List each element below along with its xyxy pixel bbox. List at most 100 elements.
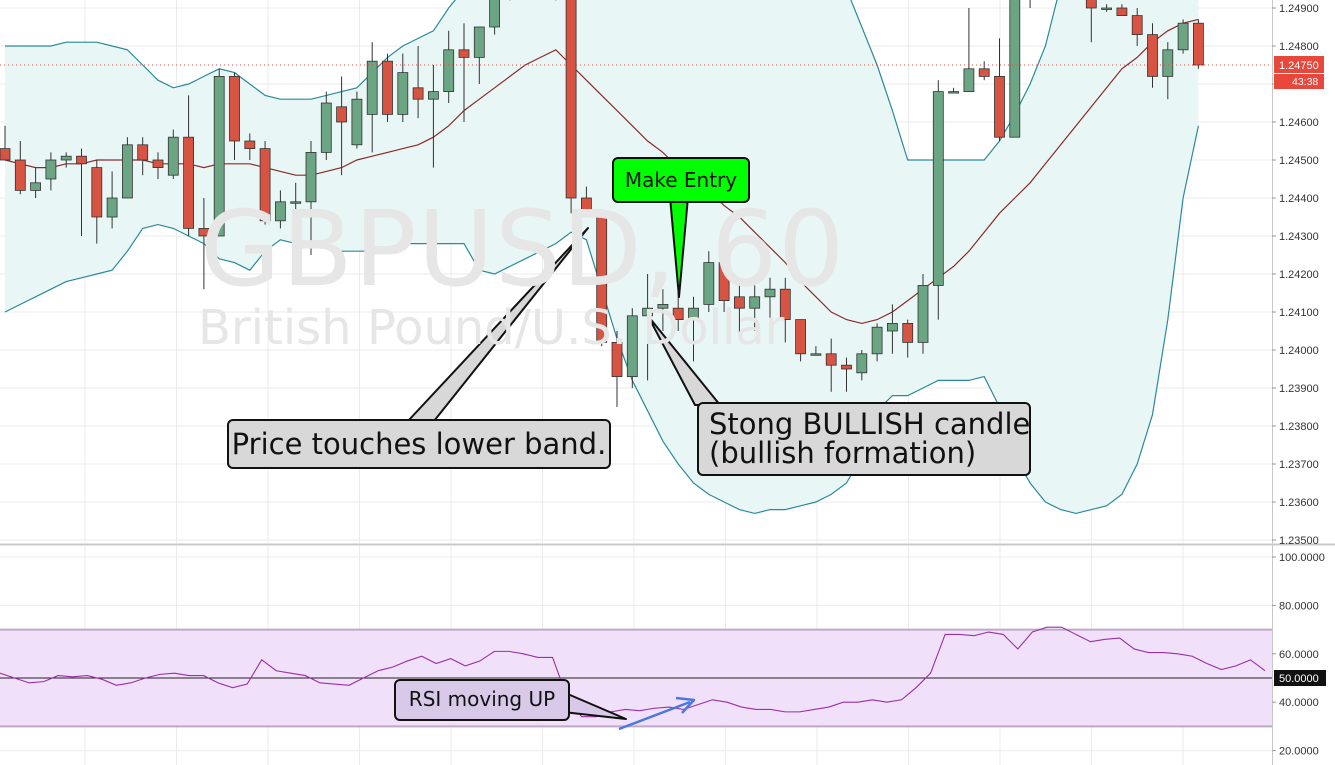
candle-body bbox=[611, 341, 623, 377]
price-tick-label: 1.23900 bbox=[1279, 383, 1319, 395]
candle-body bbox=[0, 148, 11, 161]
candle-body bbox=[703, 262, 715, 305]
candle bbox=[45, 152, 57, 191]
rsi-tick-label: 80.0000 bbox=[1279, 600, 1319, 612]
candle bbox=[825, 338, 837, 392]
candle bbox=[213, 68, 225, 237]
candle bbox=[397, 53, 409, 122]
price-tick-label: 1.24300 bbox=[1279, 231, 1319, 243]
candle-body bbox=[320, 102, 332, 153]
candle bbox=[14, 141, 26, 195]
candle-body bbox=[856, 353, 868, 374]
callout-lower-band: Price touches lower band. bbox=[227, 419, 611, 469]
price-tick-label: 1.24500 bbox=[1279, 155, 1319, 167]
candle bbox=[611, 331, 623, 407]
candle-body bbox=[60, 155, 72, 161]
candle bbox=[1085, 0, 1097, 43]
rsi-plot bbox=[0, 626, 1272, 728]
rsi-mid-badge bbox=[1274, 670, 1326, 686]
candle-body bbox=[749, 296, 761, 309]
countdown-label: 43:38 bbox=[1292, 76, 1318, 88]
candle-body bbox=[443, 49, 455, 92]
candle bbox=[581, 186, 592, 214]
candle-body bbox=[978, 68, 990, 77]
candle bbox=[152, 152, 164, 179]
candle-body bbox=[351, 98, 363, 146]
candle-body bbox=[1009, 0, 1021, 138]
candle-body bbox=[871, 326, 883, 355]
candle-body bbox=[948, 91, 959, 94]
candle bbox=[305, 141, 317, 255]
candle bbox=[274, 190, 286, 229]
candle bbox=[1131, 8, 1143, 46]
candle-body bbox=[198, 227, 210, 237]
candles bbox=[0, 0, 1204, 407]
last-price-badge bbox=[1274, 56, 1324, 73]
candle bbox=[290, 182, 302, 210]
candle bbox=[994, 38, 1005, 141]
candle bbox=[443, 30, 455, 103]
rsi-arrow-shaft bbox=[618, 700, 691, 731]
candle-body bbox=[810, 353, 822, 356]
candle-body bbox=[642, 307, 653, 317]
candle-body bbox=[565, 0, 577, 199]
candle-body bbox=[45, 159, 57, 180]
rsi-axis: 20.0000 40.0000 50.0000 60.0000 80.0000 100.0… bbox=[1272, 552, 1326, 758]
candle-body bbox=[30, 182, 42, 191]
callout-bullish-candle: Stong BULLISH candle (bullish formation) bbox=[697, 402, 1031, 476]
price-tick-label: 1.24900 bbox=[1279, 3, 1319, 15]
candle bbox=[703, 251, 715, 312]
candle-body bbox=[427, 91, 439, 100]
candle bbox=[596, 209, 608, 347]
candle-body bbox=[152, 159, 164, 168]
candle-body bbox=[657, 303, 669, 309]
callout-bullish-line1: Stong BULLISH candle bbox=[709, 407, 1031, 441]
candle bbox=[91, 160, 103, 244]
candle-body bbox=[382, 60, 393, 115]
candle bbox=[106, 171, 118, 229]
candle bbox=[1009, 0, 1021, 138]
candle bbox=[122, 137, 133, 199]
candle-body bbox=[305, 151, 317, 203]
candle-body bbox=[917, 284, 929, 343]
candle bbox=[1147, 23, 1158, 88]
countdown-badge bbox=[1274, 74, 1324, 89]
candle bbox=[351, 91, 363, 149]
candle-body bbox=[688, 307, 699, 321]
rsi-tick-label: 50.0000 bbox=[1279, 673, 1319, 685]
candle-body bbox=[841, 364, 852, 370]
candle-body bbox=[672, 307, 684, 321]
candle bbox=[734, 281, 745, 339]
candle bbox=[948, 87, 959, 94]
last-price-label: 1.24750 bbox=[1279, 60, 1319, 72]
candle bbox=[718, 247, 730, 312]
candle bbox=[198, 198, 210, 290]
candle-body bbox=[229, 76, 240, 142]
candle-body bbox=[290, 201, 302, 204]
candle-body bbox=[397, 72, 409, 115]
callout-bullish-line2: (bullish formation) bbox=[709, 436, 977, 470]
rsi-line bbox=[0, 626, 1266, 718]
candle bbox=[458, 23, 470, 122]
candle-body bbox=[91, 167, 103, 218]
candle bbox=[167, 129, 179, 179]
candle-body bbox=[183, 136, 195, 229]
candle bbox=[887, 304, 898, 354]
candle-body bbox=[626, 315, 638, 377]
candle-body bbox=[489, 0, 501, 28]
price-tick-label: 1.23700 bbox=[1279, 459, 1319, 471]
candle-body bbox=[473, 26, 485, 58]
candle bbox=[366, 42, 378, 153]
candle-body bbox=[734, 296, 745, 309]
candle bbox=[259, 141, 271, 225]
candle-body bbox=[244, 140, 256, 149]
callout-rsi-moving-up: RSI moving UP bbox=[394, 679, 570, 721]
candle bbox=[489, 0, 501, 35]
price-tick-label: 1.23800 bbox=[1279, 421, 1319, 433]
candle bbox=[810, 346, 822, 356]
candle bbox=[0, 125, 11, 161]
candle bbox=[1162, 42, 1174, 100]
candle bbox=[565, 0, 577, 214]
candle-body bbox=[366, 60, 378, 115]
